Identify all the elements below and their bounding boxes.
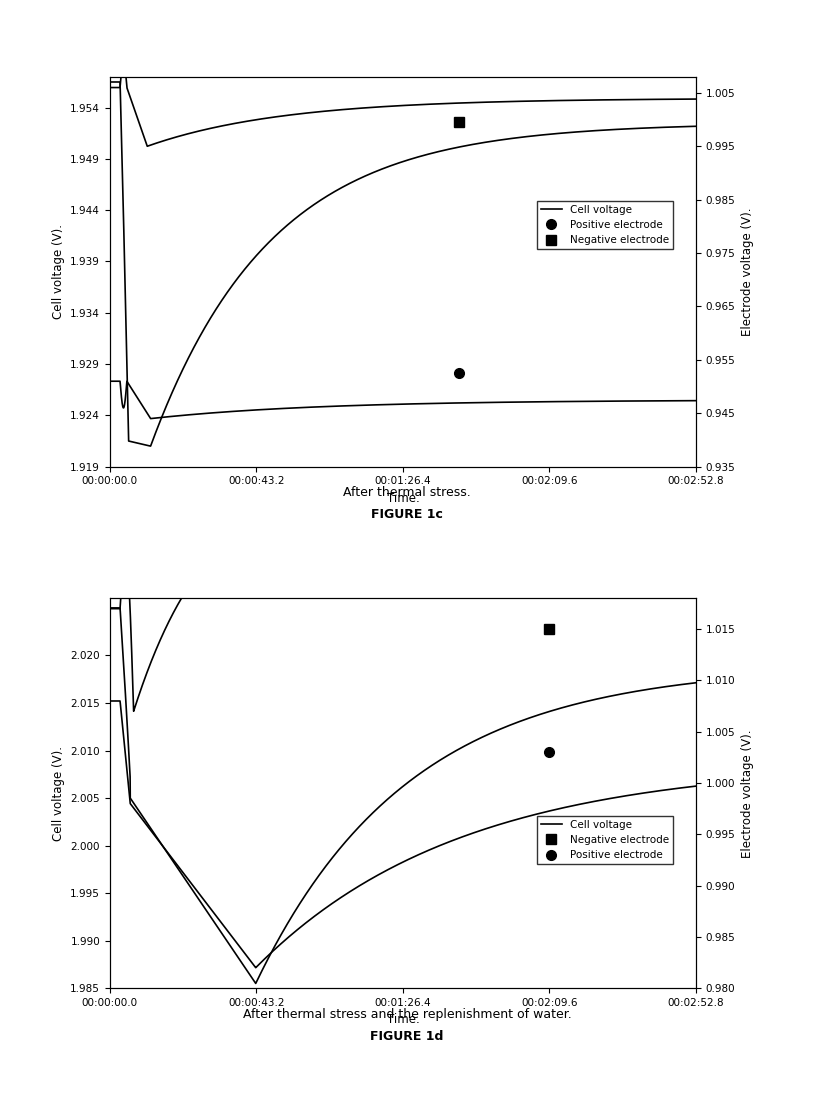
Y-axis label: Electrode voltage (V).: Electrode voltage (V). <box>741 729 754 858</box>
Text: After thermal stress.: After thermal stress. <box>344 486 470 500</box>
Y-axis label: Cell voltage (V).: Cell voltage (V). <box>52 224 65 320</box>
Legend: Cell voltage, Negative electrode, Positive electrode: Cell voltage, Negative electrode, Positi… <box>536 816 673 864</box>
Text: FIGURE 1c: FIGURE 1c <box>371 508 443 522</box>
Legend: Cell voltage, Positive electrode, Negative electrode: Cell voltage, Positive electrode, Negati… <box>536 201 673 249</box>
Y-axis label: Electrode voltage (V).: Electrode voltage (V). <box>741 208 754 336</box>
Text: After thermal stress and the replenishment of water.: After thermal stress and the replenishme… <box>243 1008 571 1021</box>
X-axis label: Time.: Time. <box>387 1013 419 1027</box>
X-axis label: Time.: Time. <box>387 492 419 505</box>
Y-axis label: Cell voltage (V).: Cell voltage (V). <box>52 746 65 841</box>
Text: FIGURE 1d: FIGURE 1d <box>370 1030 444 1043</box>
